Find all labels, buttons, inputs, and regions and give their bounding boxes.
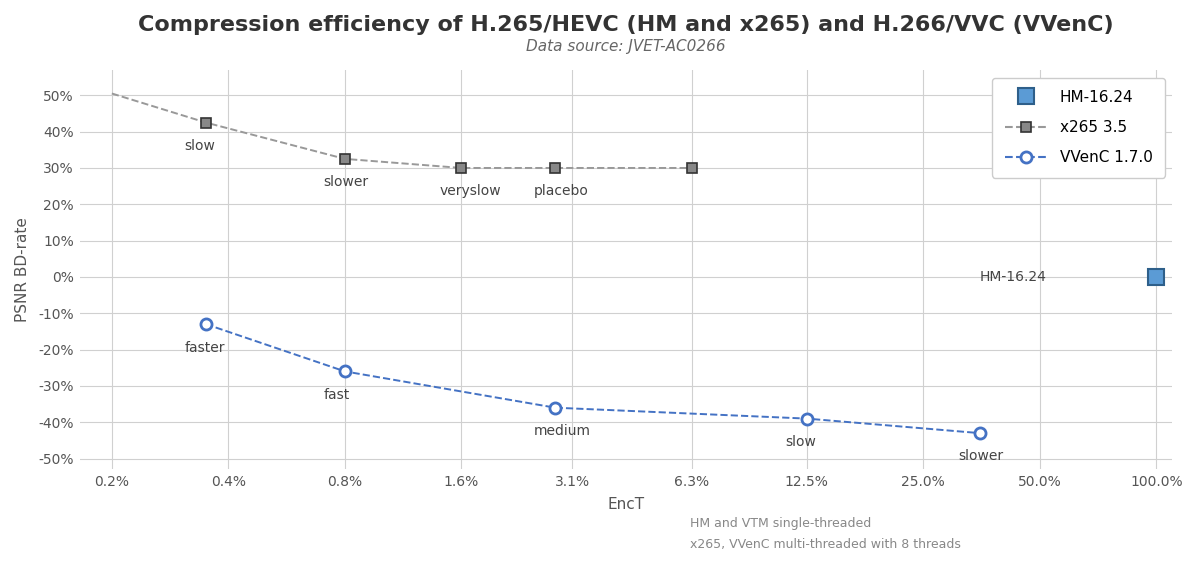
Text: faster: faster xyxy=(185,341,224,355)
Text: Data source: JVET-AC0266: Data source: JVET-AC0266 xyxy=(526,39,726,54)
Text: HM and VTM single-threaded: HM and VTM single-threaded xyxy=(690,517,871,530)
Legend: HM-16.24, x265 3.5, VVenC 1.7.0: HM-16.24, x265 3.5, VVenC 1.7.0 xyxy=(992,77,1165,177)
Text: slower: slower xyxy=(959,449,1003,463)
Text: x265, VVenC multi-threaded with 8 threads: x265, VVenC multi-threaded with 8 thread… xyxy=(690,538,961,551)
Text: HM-16.24: HM-16.24 xyxy=(979,270,1046,284)
X-axis label: EncT: EncT xyxy=(607,498,644,512)
Text: veryslow: veryslow xyxy=(440,185,502,198)
Text: slow: slow xyxy=(185,139,215,153)
Text: medium: medium xyxy=(534,424,590,438)
Text: slower: slower xyxy=(323,175,368,189)
Text: placebo: placebo xyxy=(534,185,589,198)
Text: slow: slow xyxy=(785,435,816,449)
Title: Compression efficiency of H.265/HEVC (HM and x265) and H.266/VVC (VVenC): Compression efficiency of H.265/HEVC (HM… xyxy=(138,15,1114,35)
Y-axis label: PSNR BD-rate: PSNR BD-rate xyxy=(14,217,30,322)
Text: fast: fast xyxy=(323,388,349,402)
